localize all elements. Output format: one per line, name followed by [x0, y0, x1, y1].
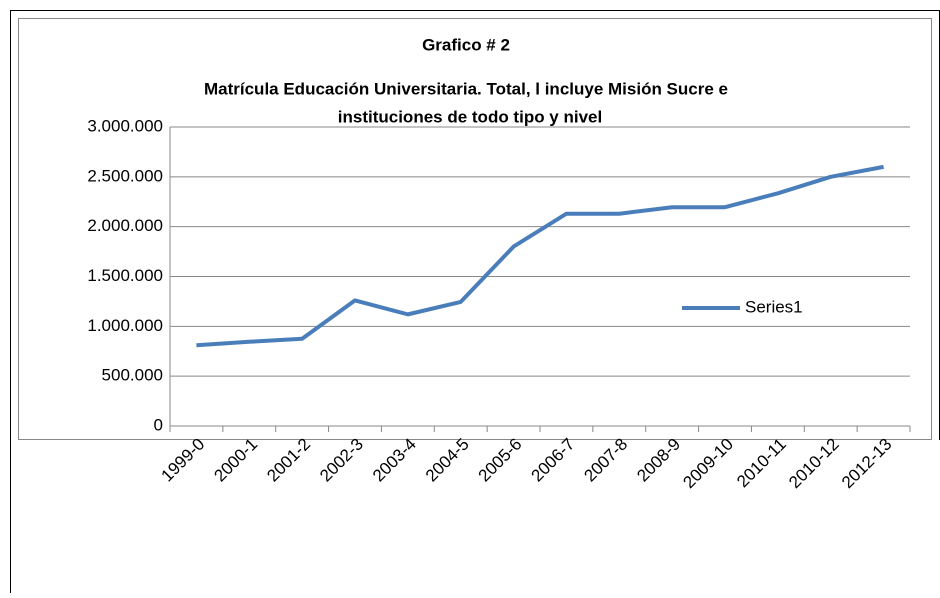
x-tick-label: 2003-4 — [369, 435, 420, 486]
x-tick-label: 1999-0 — [158, 435, 209, 486]
y-tick-label: 500.000 — [102, 366, 163, 385]
x-tick-label: 2004-5 — [422, 435, 473, 486]
x-tick-label: 2009-10 — [679, 435, 737, 493]
x-tick-label: 2002-3 — [316, 435, 367, 486]
x-tick-label: 2010-12 — [785, 435, 843, 493]
x-tick-label: 2005-6 — [475, 435, 526, 486]
chart-title: Matrícula Educación Universitaria. Total… — [204, 79, 728, 98]
series-line — [196, 164, 884, 348]
y-tick-label: 1.500.000 — [87, 266, 163, 285]
y-tick-label: 1.000.000 — [87, 316, 163, 335]
y-tick-label: 0 — [154, 415, 163, 434]
chart-title: instituciones de todo tipo y nivel — [338, 107, 602, 126]
x-tick-label: 2001-2 — [263, 435, 314, 486]
chart-title: Grafico # 2 — [422, 35, 510, 54]
y-tick-label: 2.500.000 — [87, 166, 163, 185]
y-tick-label: 2.000.000 — [87, 216, 163, 235]
x-tick-label: 2000-1 — [210, 435, 261, 486]
x-tick-label: 2008-9 — [633, 435, 684, 486]
x-tick-label: 2007-8 — [580, 435, 631, 486]
x-tick-label: 2006-7 — [528, 435, 579, 486]
x-tick-label: 2012-13 — [838, 435, 896, 493]
chart-frame — [18, 18, 932, 440]
x-tick-label: 2010-11 — [733, 435, 790, 492]
y-tick-label: 3.000.000 — [87, 116, 163, 135]
legend-label: Series1 — [745, 297, 803, 316]
